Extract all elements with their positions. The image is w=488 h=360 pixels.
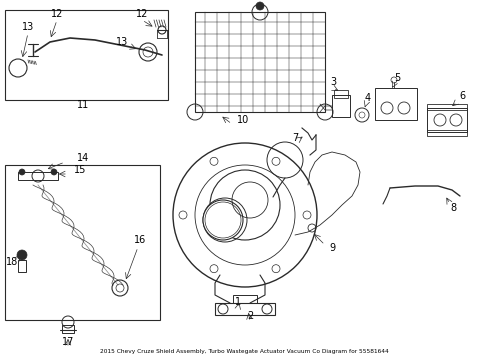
Text: 6: 6 (458, 91, 464, 101)
Text: 17: 17 (61, 337, 74, 347)
Circle shape (17, 250, 27, 260)
Bar (426, 108, 466, 132)
Text: 2015 Chevy Cruze Shield Assembly, Turbo Wastegate Actuator Vacuum Co Diagram for: 2015 Chevy Cruze Shield Assembly, Turbo … (100, 350, 387, 355)
Circle shape (19, 169, 25, 175)
Circle shape (51, 169, 57, 175)
Bar (5, 10, 168, 100)
Text: 13: 13 (116, 37, 128, 47)
Bar (426, 104, 466, 110)
Bar (232, 295, 257, 303)
Text: 18: 18 (6, 257, 18, 267)
Text: 12: 12 (51, 9, 63, 19)
Text: 7: 7 (291, 133, 298, 143)
Text: 8: 8 (449, 203, 455, 213)
Text: 16: 16 (134, 235, 146, 245)
Bar (5, 165, 160, 320)
Bar (62, 325, 74, 333)
Bar (333, 90, 347, 98)
Bar (195, 12, 325, 112)
Bar (18, 172, 58, 180)
Text: 9: 9 (328, 243, 334, 253)
Circle shape (203, 200, 243, 240)
Bar (374, 88, 416, 120)
Text: 2: 2 (246, 311, 253, 321)
Text: 1: 1 (234, 297, 241, 307)
Text: 11: 11 (77, 100, 89, 110)
Text: 3: 3 (329, 77, 335, 87)
Circle shape (256, 2, 264, 10)
Text: 4: 4 (364, 93, 370, 103)
Text: 14: 14 (77, 153, 89, 163)
Text: 5: 5 (393, 73, 399, 83)
Text: 10: 10 (236, 115, 248, 125)
Bar (18, 260, 26, 272)
Bar (331, 95, 349, 117)
Bar (215, 303, 274, 315)
Text: 12: 12 (136, 9, 148, 19)
Bar (426, 130, 466, 136)
Text: 15: 15 (74, 165, 86, 175)
Text: 13: 13 (22, 22, 34, 32)
